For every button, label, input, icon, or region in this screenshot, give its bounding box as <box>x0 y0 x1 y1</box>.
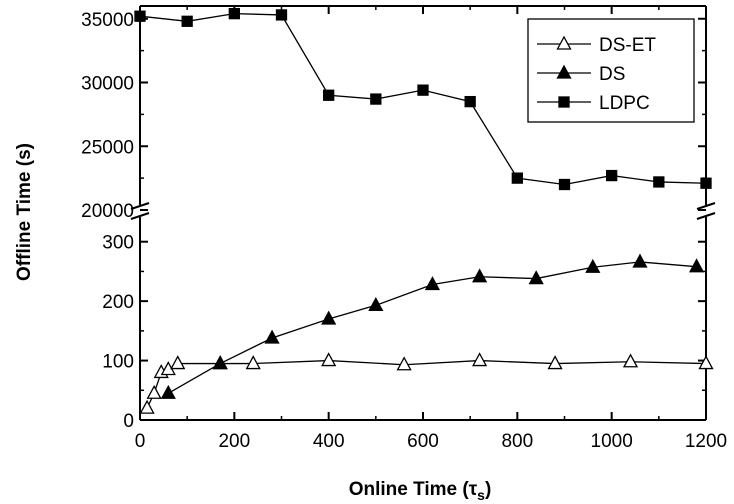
y-tick-label: 25000 <box>81 137 134 158</box>
y-tick-label: 35000 <box>81 10 134 31</box>
data-point-ds <box>528 270 544 285</box>
x-tick-label: 1200 <box>685 431 727 452</box>
legend-marker <box>558 96 570 108</box>
data-point-ds <box>321 310 337 325</box>
x-tick-label: 600 <box>407 431 439 452</box>
data-point-ds-et <box>170 355 186 370</box>
data-point-ldpc <box>653 176 665 188</box>
legend-marker <box>556 64 572 79</box>
legend-item-ldpc: LDPC <box>537 93 650 114</box>
data-point-ldpc <box>464 95 476 108</box>
data-point-ldpc <box>417 84 429 96</box>
series-ldpc <box>134 7 712 191</box>
legend-item-ds-et: DS-ET <box>537 35 656 56</box>
data-point-ds-et <box>547 355 563 370</box>
data-point-ds <box>264 329 280 344</box>
series-ds <box>160 253 705 399</box>
x-tick-label: 1000 <box>591 431 633 452</box>
data-point-ds-et <box>698 355 714 370</box>
data-point-ds <box>632 253 648 268</box>
data-point-ds-et <box>622 353 639 368</box>
legend-item-ds: DS <box>537 64 625 85</box>
legend-label: DS-ET <box>599 35 656 56</box>
y-tick-label: 300 <box>102 233 134 254</box>
data-point-ds-et <box>139 399 155 414</box>
x-axis: 0 200 400 600 800 1000 1200 <box>135 6 727 452</box>
y-axis-title: Offline Time (s) <box>14 143 35 281</box>
legend-label: LDPC <box>599 93 650 114</box>
legend-box <box>527 18 695 123</box>
y-tick-label: 100 <box>102 352 134 373</box>
data-point-ldpc <box>275 9 288 21</box>
series-ds-et <box>139 352 714 414</box>
series-layer <box>134 7 714 414</box>
legend: DS-ET DS LDPC <box>527 18 695 123</box>
data-point-ds <box>212 355 228 370</box>
series-line-ds-et <box>146 359 707 409</box>
data-point-ds <box>688 258 705 273</box>
data-point-ldpc <box>370 93 382 105</box>
y-tick-label: 0 <box>123 411 134 432</box>
data-point-ds-et <box>472 352 488 367</box>
x-tick-label: 0 <box>135 431 146 452</box>
y-tick-label: 30000 <box>81 74 134 95</box>
data-point-ldpc <box>606 169 618 182</box>
data-point-ldpc <box>700 177 712 189</box>
data-point-ds-et <box>146 384 162 399</box>
data-point-ds <box>585 258 601 273</box>
data-point-ds <box>368 296 384 311</box>
data-point-ldpc <box>181 15 193 27</box>
data-point-ds-et <box>321 352 337 367</box>
data-point-ds <box>472 268 488 283</box>
data-point-ldpc <box>134 10 146 22</box>
data-point-ldpc <box>558 178 571 191</box>
data-point-ds <box>160 384 176 399</box>
data-point-ds <box>424 276 441 291</box>
data-point-ds-et <box>245 355 261 370</box>
x-tick-label: 800 <box>501 431 533 452</box>
data-point-ldpc <box>323 89 335 101</box>
y-tick-label: 20000 <box>81 201 134 222</box>
data-point-ldpc <box>228 7 240 20</box>
x-axis-title: Online Time (τs) <box>349 479 492 503</box>
data-point-ds-et <box>396 356 412 371</box>
x-tick-label: 200 <box>218 431 250 452</box>
x-tick-label: 400 <box>313 431 345 452</box>
legend-label: DS <box>599 64 625 85</box>
data-point-ldpc <box>511 172 523 184</box>
legend-marker <box>556 35 572 50</box>
y-tick-label: 200 <box>102 292 134 313</box>
